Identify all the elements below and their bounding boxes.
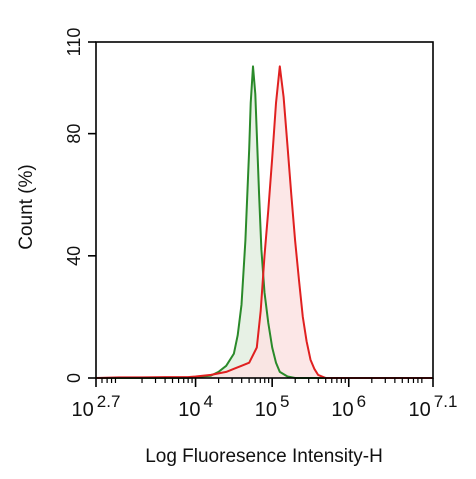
x-tick-label: 10 5 — [255, 392, 290, 421]
histogram-fills — [96, 66, 433, 379]
y-tick-label: 110 — [64, 28, 84, 57]
x-axis-ticks: 10 2.7 10 4 10 5 10 6 10 7.1 — [72, 378, 458, 421]
y-tick-label: 80 — [64, 124, 84, 144]
x-tick-label: 10 7.1 — [409, 392, 458, 421]
y-axis-title: Count (%) — [16, 164, 37, 250]
x-tick-label: 10 2.7 — [72, 392, 121, 421]
series-1-fill — [96, 66, 433, 379]
y-tick-label: 0 — [64, 373, 84, 383]
series-1-line — [95, 65, 433, 379]
x-axis-title: Log Fluoresence Intensity-H — [145, 446, 383, 467]
x-tick-label: 10 4 — [178, 392, 213, 421]
y-axis-ticks: 0 40 80 110 — [64, 28, 96, 383]
x-tick-label: 10 6 — [331, 392, 366, 421]
y-tick-label: 40 — [64, 246, 84, 266]
